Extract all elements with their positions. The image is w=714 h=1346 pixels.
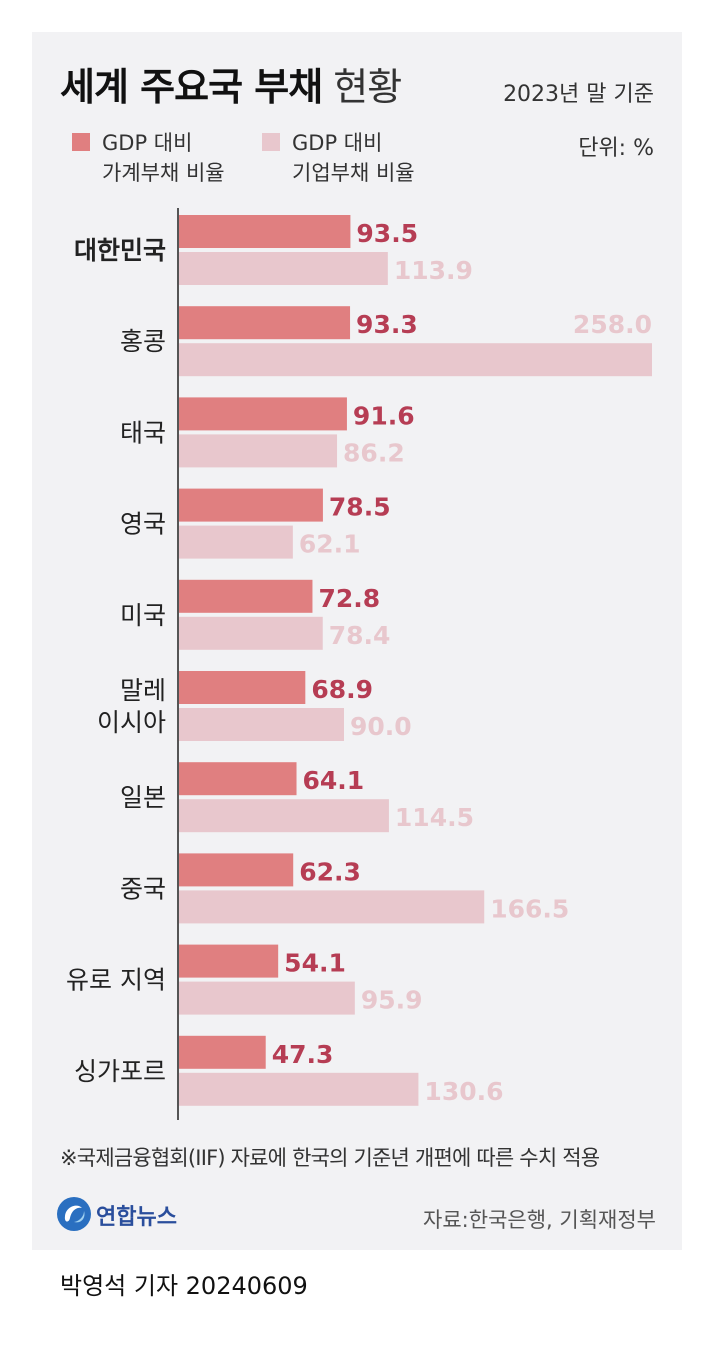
footnote: ※국제금융협회(IIF) 자료에 한국의 기준년 개편에 따른 수치 적용 <box>60 1146 600 1170</box>
source-text: 자료:한국은행, 기획재정부 <box>423 1208 656 1232</box>
value-label-corporate: 86.2 <box>343 438 405 467</box>
value-label-household: 68.9 <box>311 675 373 704</box>
value-label-corporate: 78.4 <box>329 621 391 650</box>
legend-corporate-swatch <box>262 133 280 151</box>
unit-label: 단위: % <box>578 136 654 161</box>
yonhap-logo-icon <box>57 1197 91 1231</box>
bar-corporate <box>179 525 293 559</box>
value-label-corporate: 90.0 <box>350 712 412 741</box>
value-label-household: 47.3 <box>272 1040 334 1069</box>
category-label: 말레 <box>120 676 166 705</box>
bar-household <box>179 215 351 248</box>
legend-household-line2: 가계부채 비율 <box>102 161 225 185</box>
category-label: 홍콩 <box>120 327 166 356</box>
category-label: 중국 <box>120 874 166 903</box>
bar-household <box>179 1035 266 1069</box>
bar-corporate <box>179 434 338 468</box>
y-axis-line <box>177 208 179 1120</box>
legend-corporate-line1: GDP 대비 <box>292 131 383 155</box>
title-light: 현황 <box>333 65 402 109</box>
value-label-household: 93.5 <box>356 219 418 248</box>
value-label-corporate: 95.9 <box>361 986 423 1015</box>
category-label: 미국 <box>120 601 166 630</box>
value-label-corporate: 113.9 <box>394 256 473 285</box>
bar-household <box>179 944 279 978</box>
bar-corporate <box>179 616 323 650</box>
value-label-corporate: 130.6 <box>424 1077 503 1106</box>
value-label-corporate: 166.5 <box>490 894 569 923</box>
value-label-household: 93.3 <box>356 310 418 339</box>
bar-corporate <box>179 890 485 924</box>
value-label-corporate: 62.1 <box>299 530 361 559</box>
value-label-corporate: 258.0 <box>573 310 652 339</box>
byline: 박영석 기자 20240609 <box>60 1272 308 1300</box>
bar-corporate <box>179 252 388 285</box>
value-label-household: 78.5 <box>329 493 391 522</box>
chart-title: 세계 주요국 부채 현황 <box>60 56 402 111</box>
value-label-household: 64.1 <box>303 766 365 795</box>
bar-household <box>179 397 347 431</box>
logo-text: 연합뉴스 <box>96 1205 177 1230</box>
value-label-household: 72.8 <box>318 584 380 613</box>
value-label-household: 62.3 <box>299 857 361 886</box>
value-label-corporate: 114.5 <box>395 803 474 832</box>
bar-corporate <box>179 708 344 741</box>
bar-household <box>179 579 313 613</box>
bar-household <box>179 762 297 796</box>
bar-corporate <box>179 343 652 377</box>
value-label-household: 54.1 <box>284 949 346 978</box>
bar-household <box>179 488 323 522</box>
category-label: 이시아 <box>97 708 166 737</box>
category-label: 일본 <box>120 783 166 812</box>
category-label: 대한민국 <box>74 236 166 265</box>
category-label: 싱가포르 <box>74 1057 166 1086</box>
category-label: 태국 <box>120 418 166 447</box>
bar-household <box>179 306 351 340</box>
title-bold: 세계 주요국 부채 <box>60 65 323 109</box>
value-label-household: 91.6 <box>353 401 415 430</box>
basis-date: 2023년 말 기준 <box>503 82 654 107</box>
category-label: 영국 <box>120 510 166 539</box>
legend-household-swatch <box>72 133 90 151</box>
bar-corporate <box>179 799 389 833</box>
legend-corporate-line2: 기업부채 비율 <box>292 161 415 185</box>
bar-household <box>179 853 294 887</box>
bar-household <box>179 671 306 704</box>
legend-household-line1: GDP 대비 <box>102 131 193 155</box>
chart-panel <box>32 32 682 1250</box>
category-label: 유로 지역 <box>66 966 166 995</box>
bar-corporate <box>179 1072 419 1106</box>
bar-corporate <box>179 981 355 1015</box>
